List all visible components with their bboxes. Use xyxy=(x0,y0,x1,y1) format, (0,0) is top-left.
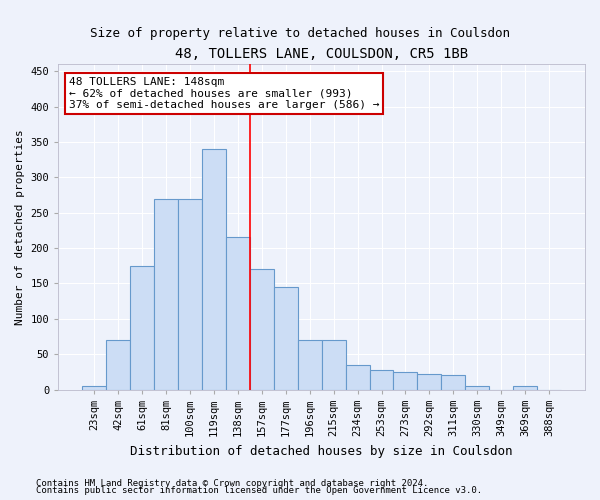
Title: 48, TOLLERS LANE, COULSDON, CR5 1BB: 48, TOLLERS LANE, COULSDON, CR5 1BB xyxy=(175,48,468,62)
Bar xyxy=(418,374,442,390)
Bar xyxy=(370,370,394,390)
Bar xyxy=(298,340,322,390)
Bar xyxy=(250,270,274,390)
Bar xyxy=(178,198,202,390)
Bar xyxy=(274,287,298,390)
Bar xyxy=(130,266,154,390)
Bar xyxy=(322,340,346,390)
Bar xyxy=(394,372,418,390)
Bar xyxy=(513,386,537,390)
Bar xyxy=(154,198,178,390)
Text: Size of property relative to detached houses in Coulsdon: Size of property relative to detached ho… xyxy=(90,28,510,40)
Bar xyxy=(106,340,130,390)
Bar xyxy=(442,376,466,390)
Bar xyxy=(202,149,226,390)
Bar xyxy=(226,238,250,390)
Text: Contains public sector information licensed under the Open Government Licence v3: Contains public sector information licen… xyxy=(36,486,482,495)
Bar xyxy=(466,386,489,390)
Text: Contains HM Land Registry data © Crown copyright and database right 2024.: Contains HM Land Registry data © Crown c… xyxy=(36,478,428,488)
Y-axis label: Number of detached properties: Number of detached properties xyxy=(15,129,25,324)
Bar xyxy=(346,365,370,390)
X-axis label: Distribution of detached houses by size in Coulsdon: Distribution of detached houses by size … xyxy=(130,444,513,458)
Text: 48 TOLLERS LANE: 148sqm
← 62% of detached houses are smaller (993)
37% of semi-d: 48 TOLLERS LANE: 148sqm ← 62% of detache… xyxy=(69,77,379,110)
Bar xyxy=(82,386,106,390)
